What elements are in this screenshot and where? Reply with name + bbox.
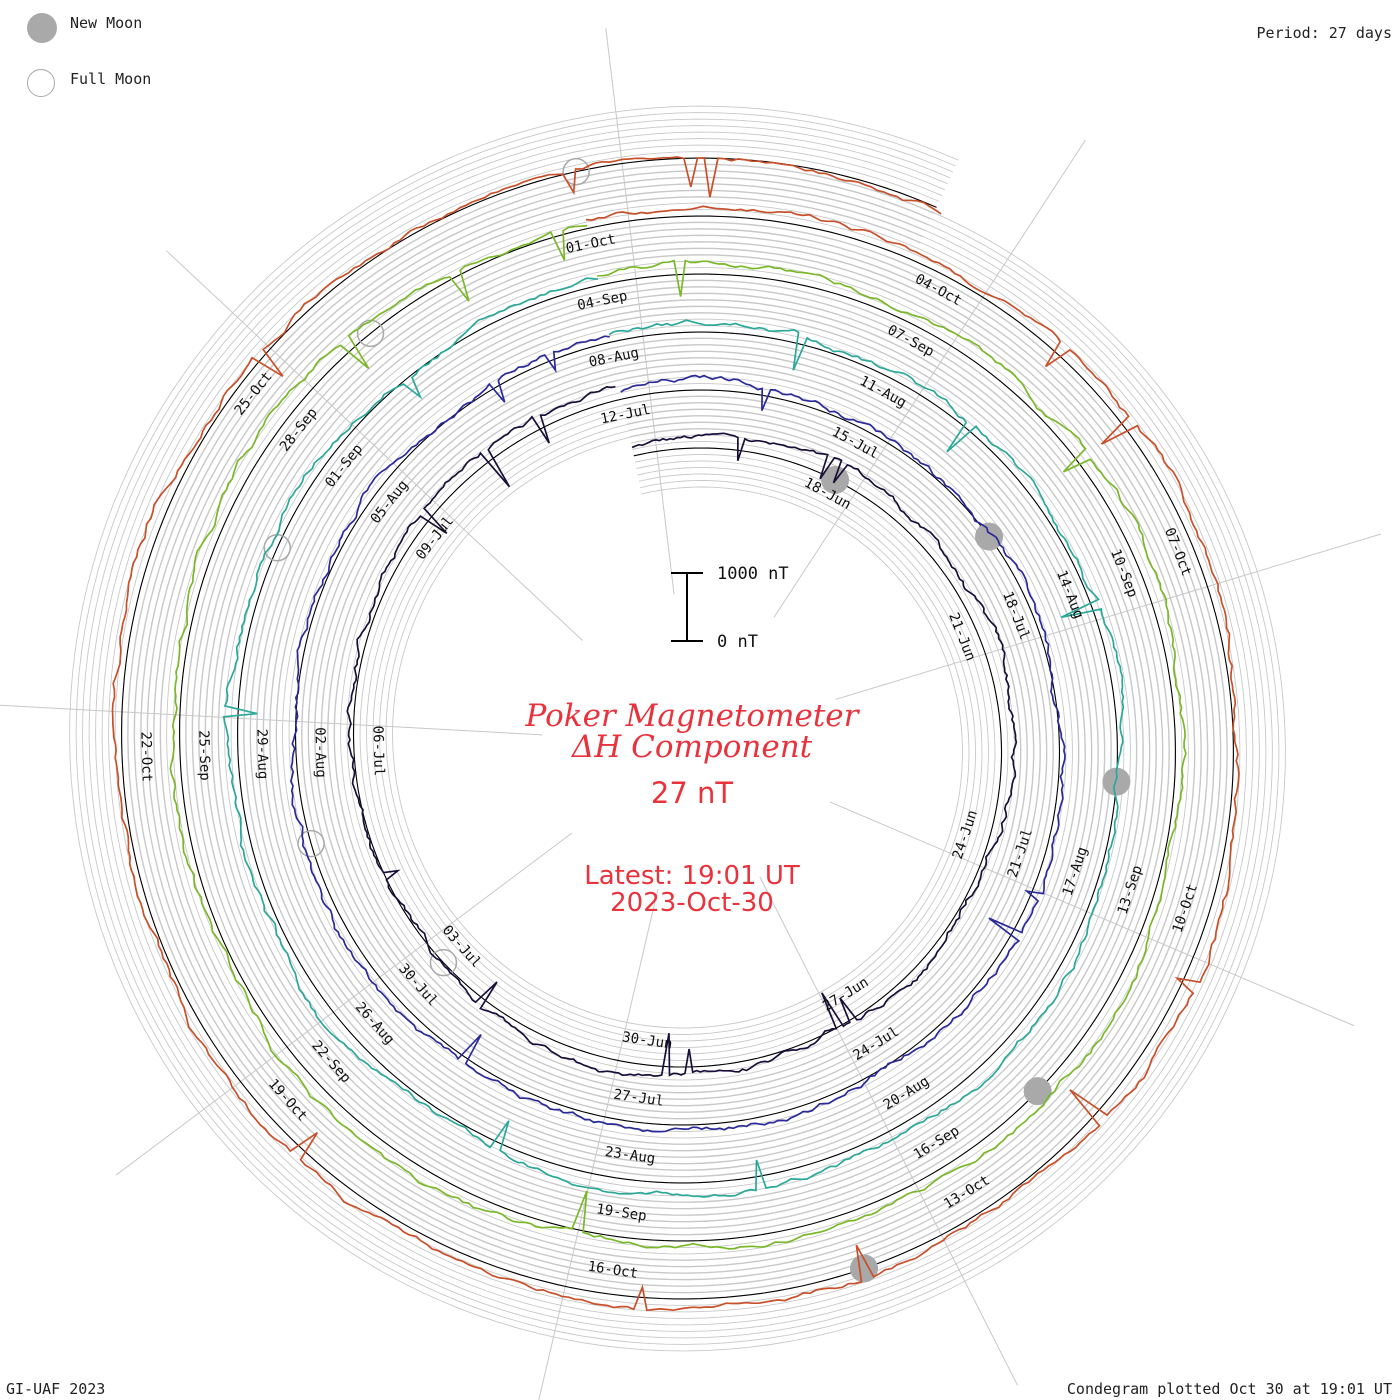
trace-rotation-2 — [289, 335, 1066, 1133]
grid-layer — [0, 28, 1382, 1400]
new-moon-marker — [1023, 1077, 1052, 1106]
grid-spiral-line — [69, 105, 1286, 1352]
scale-value: 27 nT — [651, 776, 733, 810]
grid-spoke — [0, 704, 543, 736]
full-moon-marker — [562, 157, 590, 186]
full-moon-marker — [297, 829, 325, 858]
grid-spoke — [773, 139, 1086, 618]
grid-spiral-line — [108, 144, 1247, 1313]
date-label: 06-Jul — [369, 725, 386, 776]
grid-spiral-line — [88, 125, 1267, 1332]
grid-spiral-line — [95, 131, 1260, 1326]
trace-rotation-1 — [346, 385, 1018, 1077]
date-label: 13-Sep — [1115, 863, 1146, 916]
scale-bar-top-label: 1000 nT — [717, 564, 789, 584]
date-label: 18-Jul — [999, 589, 1032, 642]
date-label: 03-Jul — [439, 922, 484, 970]
baseline-spiral — [121, 157, 1234, 1300]
grid-spoke — [115, 832, 573, 1176]
date-label: 07-Sep — [885, 322, 937, 360]
full-moon-legend-label: Full Moon — [70, 70, 152, 88]
date-label: 14-Aug — [1053, 568, 1086, 621]
grid-spiral-line — [127, 164, 1228, 1293]
grid-spoke — [835, 533, 1382, 700]
date-label: 07-Oct — [1161, 526, 1194, 579]
chart-title: Poker Magnetometer — [525, 698, 861, 734]
date-label: 02-Aug — [311, 727, 328, 778]
grid-spoke — [166, 250, 583, 641]
date-label: 12-Jul — [599, 402, 652, 428]
scale-bar: 1000 nT 0 nT — [671, 564, 789, 652]
date-label: 10-Sep — [1107, 547, 1140, 600]
date-label: 10-Oct — [1170, 882, 1201, 935]
date-label: 19-Sep — [595, 1201, 647, 1224]
new-moon-icon — [27, 13, 57, 43]
new-moon-marker — [975, 522, 1004, 551]
chart-subtitle: ΔH Component — [571, 729, 813, 765]
new-moon-marker — [850, 1254, 879, 1283]
new-moon-legend-label: New Moon — [70, 14, 143, 32]
latest-time: Latest: 19:01 UT — [584, 861, 800, 891]
grid-spiral-line — [147, 183, 1208, 1274]
date-label: 25-Sep — [195, 730, 212, 781]
trace-rotation-4 — [169, 224, 1187, 1250]
date-label: 16-Oct — [587, 1259, 639, 1282]
trace-rotation-3 — [222, 277, 1125, 1198]
full-moon-marker — [429, 948, 458, 977]
date-label: 23-Aug — [604, 1144, 656, 1167]
grid-spiral-line — [75, 112, 1280, 1345]
date-label: 27-Jul — [612, 1087, 664, 1110]
trace-layer — [111, 156, 1240, 1312]
full-moon-icon — [27, 69, 55, 97]
date-label: 29-Aug — [253, 729, 270, 780]
date-label: 11-Aug — [857, 373, 909, 411]
grid-spiral-line — [140, 177, 1215, 1280]
grid-spiral-line — [101, 138, 1254, 1319]
scale-bar-bottom-label: 0 nT — [717, 632, 758, 652]
plotted-label: Condegram plotted Oct 30 at 19:01 UT — [1066, 1380, 1392, 1398]
date-label: 01-Oct — [564, 231, 617, 257]
grid-spiral-line — [160, 196, 1195, 1261]
credit-label: GI-UAF 2023 — [6, 1380, 106, 1398]
grid-spiral-line — [134, 170, 1221, 1287]
date-label: 30-Jun — [621, 1029, 673, 1052]
grid-spiral-line — [153, 190, 1202, 1267]
date-label: 22-Oct — [137, 731, 154, 782]
date-label: 17-Aug — [1060, 845, 1091, 898]
date-label: 08-Aug — [588, 345, 641, 371]
trace-rotation-5 — [111, 156, 1240, 1312]
date-label: 04-Sep — [576, 288, 629, 314]
date-label: 27-Jun — [820, 974, 871, 1014]
grid-spoke — [538, 888, 659, 1400]
date-label: 04-Oct — [912, 271, 964, 309]
baseline-layer — [121, 157, 1234, 1300]
latest-date: 2023-Oct-30 — [610, 888, 774, 918]
date-label: 15-Jul — [829, 424, 881, 462]
date-label: 21-Jun — [945, 610, 978, 663]
grid-spoke — [605, 28, 675, 595]
period-label: Period: 27 days — [1256, 24, 1392, 42]
grid-spiral-line — [82, 118, 1273, 1339]
